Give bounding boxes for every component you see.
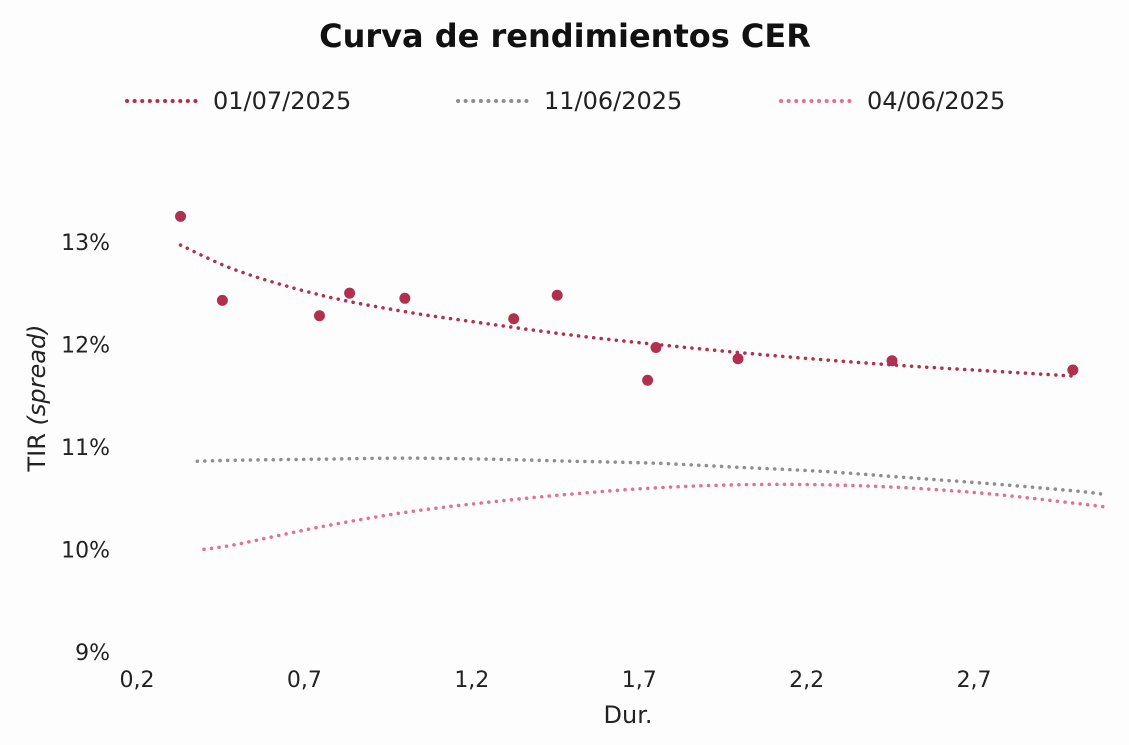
legend-label-04-06-2025: 04/06/2025 <box>867 87 1005 115</box>
chart-title: Curva de rendimientos CER <box>319 17 811 55</box>
series-line-11-06-2025 <box>195 456 1104 496</box>
legend-item-01-07-2025: 01/07/2025 <box>125 87 351 115</box>
scatter-points <box>175 210 1079 386</box>
data-point <box>642 374 654 386</box>
y-axis-label-italic: (spread) <box>23 324 51 425</box>
data-point <box>732 353 744 365</box>
legend-item-04-06-2025: 04/06/2025 <box>779 87 1005 115</box>
y-tick-label: 10% <box>61 538 110 563</box>
data-point <box>313 310 325 322</box>
x-tick-label: 2,2 <box>789 668 824 693</box>
y-tick-label: 12% <box>61 333 110 358</box>
data-point <box>551 289 563 301</box>
data-point <box>650 341 662 353</box>
data-point <box>216 294 228 306</box>
series-lines <box>178 243 1110 552</box>
x-tick-label: 1,7 <box>622 668 657 693</box>
y-tick-label: 11% <box>61 436 110 461</box>
x-tick-label: 2,7 <box>957 668 992 693</box>
data-point <box>886 355 898 367</box>
data-point <box>175 210 187 222</box>
series-line-01-07-2025 <box>178 243 1077 378</box>
legend-item-11-06-2025: 11/06/2025 <box>456 87 682 115</box>
legend-label-11-06-2025: 11/06/2025 <box>544 87 682 115</box>
legend: 01/07/2025 11/06/2025 04/06/2025 <box>125 87 1005 115</box>
legend-label-01-07-2025: 01/07/2025 <box>213 87 351 115</box>
y-axis-label-main: TIR <box>23 426 51 473</box>
y-axis-label: TIR (spread) <box>23 324 51 472</box>
data-point <box>508 313 520 325</box>
x-tick-label: 0,2 <box>120 668 155 693</box>
y-tick-label: 13% <box>61 231 110 256</box>
x-tick-label: 1,2 <box>454 668 489 693</box>
y-tick-label: 9% <box>75 641 110 666</box>
series-line-04-06-2025 <box>202 482 1110 552</box>
x-axis-label: Dur. <box>604 701 653 729</box>
data-point <box>344 287 356 299</box>
y-axis-ticks: 9% 10% 11% 12% 13% <box>61 231 110 666</box>
data-point <box>1067 364 1079 376</box>
data-point <box>399 292 411 304</box>
x-tick-label: 0,7 <box>287 668 322 693</box>
x-axis-ticks: 0,2 0,7 1,2 1,7 2,2 2,7 <box>120 668 992 693</box>
